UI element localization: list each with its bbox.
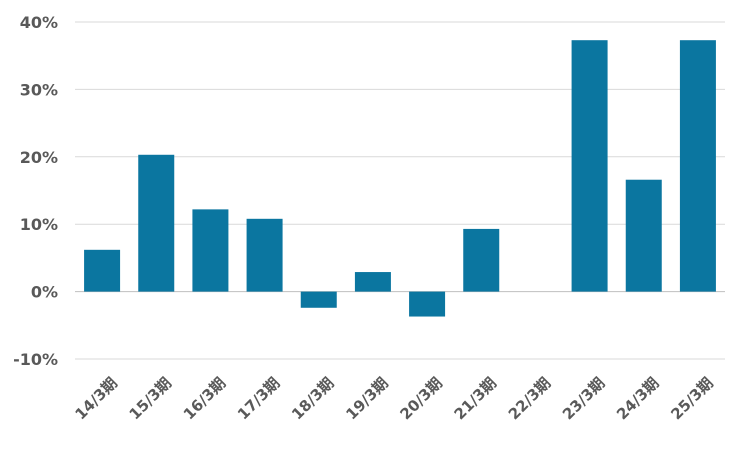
y-tick-label: 0% bbox=[31, 283, 58, 302]
bar bbox=[84, 249, 121, 292]
x-category-label: 24/3期 bbox=[613, 374, 662, 423]
bar bbox=[354, 272, 391, 292]
y-axis-tick-labels: -10% 0% 10% 20% 30% 40% bbox=[13, 13, 58, 369]
x-category-label: 16/3期 bbox=[180, 374, 229, 423]
bar bbox=[192, 209, 229, 292]
x-category-label: 19/3期 bbox=[342, 374, 391, 423]
y-tick-label: -10% bbox=[13, 350, 58, 369]
x-category-label: 17/3期 bbox=[234, 374, 283, 423]
x-category-label: 15/3期 bbox=[126, 374, 175, 423]
x-category-label: 20/3期 bbox=[396, 374, 445, 423]
bar bbox=[679, 40, 716, 292]
bars bbox=[84, 40, 716, 317]
bar bbox=[409, 291, 446, 317]
x-category-label: 18/3期 bbox=[288, 374, 337, 423]
x-category-label: 23/3期 bbox=[559, 374, 608, 423]
y-tick-label: 10% bbox=[20, 215, 58, 234]
x-category-label: 14/3期 bbox=[71, 374, 120, 423]
bar bbox=[138, 154, 175, 292]
y-tick-label: 20% bbox=[20, 148, 58, 167]
bar bbox=[625, 179, 662, 292]
gridlines bbox=[75, 21, 725, 360]
bar bbox=[246, 218, 283, 292]
y-tick-label: 30% bbox=[20, 80, 58, 99]
y-tick-label: 40% bbox=[20, 13, 58, 32]
x-category-label: 22/3期 bbox=[505, 374, 554, 423]
bar bbox=[463, 228, 500, 292]
x-category-label: 21/3期 bbox=[451, 374, 500, 423]
bar bbox=[300, 291, 337, 308]
x-category-label: 25/3期 bbox=[667, 374, 716, 423]
bar bbox=[571, 40, 608, 292]
x-axis-category-labels: 14/3期 15/3期 16/3期 17/3期 18/3期 19/3期 20/3期 21/3期… bbox=[71, 374, 716, 423]
